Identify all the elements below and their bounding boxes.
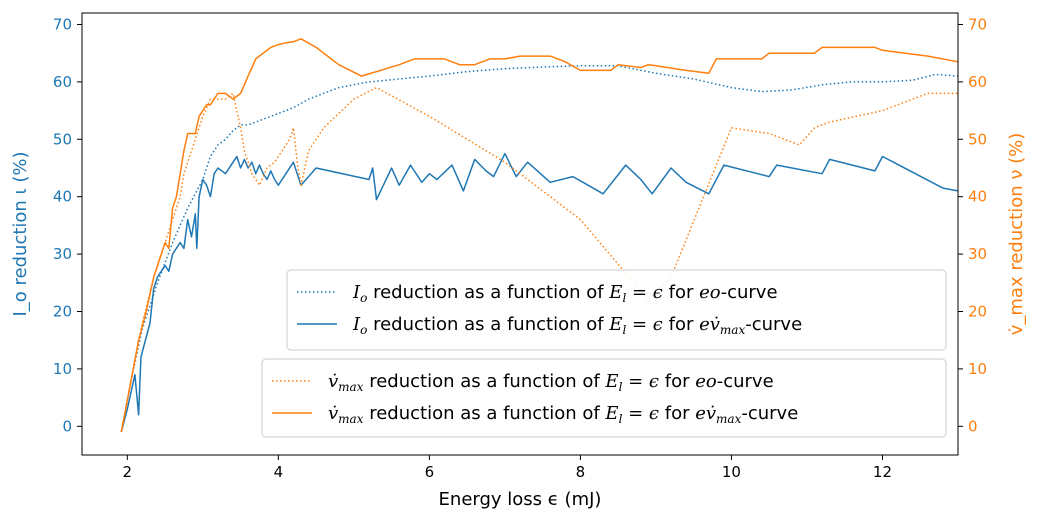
x-tick-label: 2: [123, 463, 133, 481]
legend-left-entry-label: Io reduction as a function of El = ϵ for…: [352, 282, 778, 305]
right-y-tick-label: 70: [968, 15, 987, 33]
x-tick-label: 12: [873, 463, 892, 481]
left-y-tick-label: 50: [53, 130, 72, 148]
left-y-tick-label: 40: [53, 188, 72, 206]
right-y-tick-label: 10: [968, 360, 987, 378]
left-y-tick-label: 70: [53, 15, 72, 33]
series-line-2: [120, 86, 958, 433]
right-y-tick-label: 0: [968, 417, 978, 435]
left-y-tick-label: 60: [53, 73, 72, 91]
x-tick-label: 6: [425, 463, 435, 481]
right-y-tick-label: 20: [968, 302, 987, 320]
x-tick-label: 8: [576, 463, 586, 481]
left-y-tick-label: 20: [53, 302, 72, 320]
x-axis-label: Energy loss ϵ (mJ): [439, 489, 602, 510]
legend-left-entry-label: Io reduction as a function of El = ϵ for…: [352, 314, 802, 337]
legend-left-frame: [286, 269, 947, 351]
left-y-tick-label: 10: [53, 360, 72, 378]
series-line-3: [120, 38, 959, 433]
legend-right-entry-label: v̇max reduction as a function of El = ϵ …: [328, 371, 774, 394]
legend-right-frame: [261, 358, 947, 438]
right-y-tick-label: 40: [968, 188, 987, 206]
legend-right: v̇max reduction as a function of El = ϵ …: [261, 358, 947, 438]
series-layer: [120, 38, 959, 433]
right-y-tick-label: 30: [968, 245, 987, 263]
left-y-tick-label: 30: [53, 245, 72, 263]
right-y-tick-label: 60: [968, 73, 987, 91]
left-y-axis-label: I_o reduction ι (%): [10, 151, 31, 316]
legend-right-entry-label: v̇max reduction as a function of El = ϵ …: [328, 403, 798, 426]
plot-frame: [81, 12, 959, 456]
series-line-1: [120, 152, 959, 433]
left-y-tick-label: 0: [62, 417, 72, 435]
x-tick-label: 4: [274, 463, 284, 481]
legend-left: Io reduction as a function of El = ϵ for…: [286, 269, 947, 351]
right-y-tick-label: 50: [968, 130, 987, 148]
ticks-layer: 2 4 6 8 10 12 0 10 20 30 40 50 60 70 0 10 20 30 40 50 60 70: [53, 15, 987, 481]
x-tick-label: 10: [722, 463, 741, 481]
right-y-axis-label: v̇_max reduction ν (%): [1006, 133, 1027, 336]
